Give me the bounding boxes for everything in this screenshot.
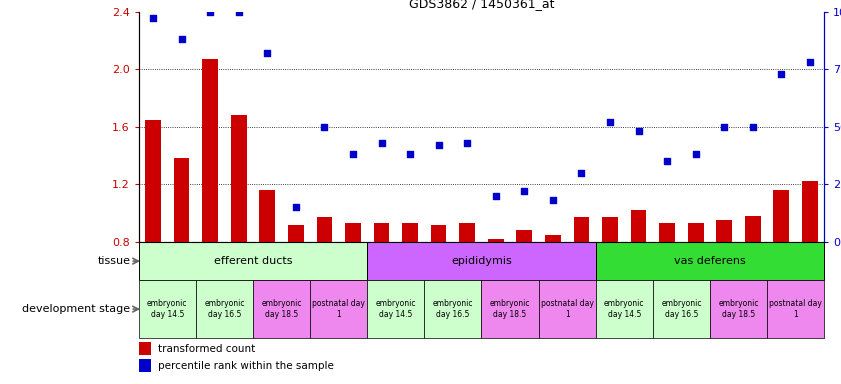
Bar xyxy=(288,225,304,242)
Bar xyxy=(481,280,538,338)
Text: embryonic
day 18.5: embryonic day 18.5 xyxy=(262,300,302,319)
Bar xyxy=(602,217,618,242)
Bar xyxy=(688,223,704,242)
Bar xyxy=(774,190,789,242)
Text: efferent ducts: efferent ducts xyxy=(214,256,293,266)
Bar xyxy=(139,242,368,280)
Text: vas deferens: vas deferens xyxy=(674,256,746,266)
Text: embryonic
day 16.5: embryonic day 16.5 xyxy=(204,300,245,319)
Bar xyxy=(595,242,824,280)
Point xyxy=(489,193,502,199)
Bar xyxy=(345,223,361,242)
Point xyxy=(546,197,559,204)
Bar xyxy=(767,280,824,338)
Bar xyxy=(310,280,368,338)
Title: GDS3862 / 1450361_at: GDS3862 / 1450361_at xyxy=(409,0,554,10)
Point xyxy=(318,124,331,130)
Text: embryonic
day 14.5: embryonic day 14.5 xyxy=(376,300,416,319)
Point xyxy=(232,8,246,15)
Point xyxy=(632,128,645,134)
Bar xyxy=(659,223,675,242)
Bar xyxy=(196,280,253,338)
Text: embryonic
day 16.5: embryonic day 16.5 xyxy=(661,300,701,319)
Bar xyxy=(595,280,653,338)
Bar xyxy=(402,223,418,242)
Point xyxy=(746,124,759,130)
Point xyxy=(803,59,817,65)
Bar xyxy=(253,280,310,338)
Text: embryonic
day 14.5: embryonic day 14.5 xyxy=(147,300,188,319)
Text: embryonic
day 16.5: embryonic day 16.5 xyxy=(432,300,473,319)
Text: embryonic
day 18.5: embryonic day 18.5 xyxy=(718,300,759,319)
Point xyxy=(660,158,674,164)
Bar xyxy=(368,242,595,280)
Point xyxy=(603,119,616,125)
Text: embryonic
day 14.5: embryonic day 14.5 xyxy=(604,300,644,319)
Point xyxy=(717,124,731,130)
Bar xyxy=(139,359,151,372)
Point xyxy=(175,36,188,42)
Bar xyxy=(139,280,196,338)
Point xyxy=(689,151,702,157)
Text: tissue: tissue xyxy=(98,256,130,266)
Text: postnatal day
1: postnatal day 1 xyxy=(312,300,365,319)
Bar xyxy=(139,342,151,355)
Point xyxy=(574,170,588,176)
Bar xyxy=(174,159,189,242)
Bar xyxy=(316,217,332,242)
Bar xyxy=(802,182,817,242)
Text: postnatal day
1: postnatal day 1 xyxy=(541,300,594,319)
Bar xyxy=(545,235,561,242)
Bar xyxy=(574,217,590,242)
Point xyxy=(775,71,788,77)
Text: epididymis: epididymis xyxy=(451,256,512,266)
Text: transformed count: transformed count xyxy=(158,344,255,354)
Bar xyxy=(717,220,732,242)
Bar xyxy=(710,280,767,338)
Text: percentile rank within the sample: percentile rank within the sample xyxy=(158,361,334,371)
Point xyxy=(204,8,217,15)
Text: development stage: development stage xyxy=(22,304,130,314)
Point xyxy=(404,151,417,157)
Point xyxy=(346,151,360,157)
Bar xyxy=(431,225,447,242)
Bar xyxy=(516,230,532,242)
Text: embryonic
day 18.5: embryonic day 18.5 xyxy=(489,300,531,319)
Point xyxy=(461,140,474,146)
Bar xyxy=(203,59,218,242)
Bar xyxy=(631,210,647,242)
Bar xyxy=(488,239,504,242)
Bar xyxy=(653,280,710,338)
Point xyxy=(261,50,274,56)
Bar xyxy=(373,223,389,242)
Bar xyxy=(745,216,760,242)
Bar xyxy=(459,223,475,242)
Bar xyxy=(425,280,481,338)
Bar xyxy=(538,280,595,338)
Point xyxy=(375,140,389,146)
Point xyxy=(432,142,446,148)
Text: postnatal day
1: postnatal day 1 xyxy=(770,300,822,319)
Point xyxy=(289,204,303,210)
Point xyxy=(146,15,160,22)
Bar xyxy=(368,280,425,338)
Bar xyxy=(145,119,161,242)
Bar xyxy=(259,190,275,242)
Point xyxy=(517,188,531,194)
Bar xyxy=(231,115,246,242)
